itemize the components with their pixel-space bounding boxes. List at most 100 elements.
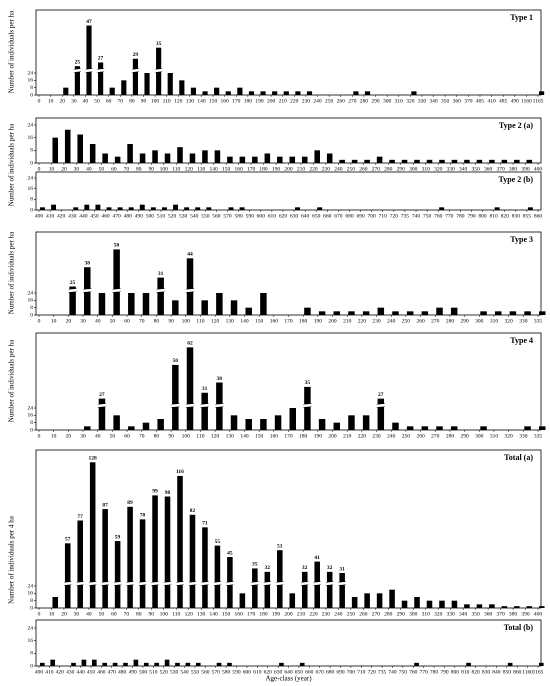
bar [128, 293, 135, 315]
x-tick-label: 190 [255, 98, 264, 104]
axis-break [376, 404, 386, 407]
y-tick-label: 0 [30, 312, 33, 318]
x-tick-label: 490 [128, 669, 137, 675]
break-mark [88, 584, 97, 586]
break-mark [138, 584, 147, 586]
x-tick-label: 310 [490, 318, 499, 324]
axis-break [63, 582, 72, 585]
bar [123, 662, 128, 666]
value-label: 78 [140, 513, 146, 519]
bar [351, 159, 358, 163]
x-tick-label: 40 [86, 611, 92, 617]
x-tick-label: 40 [86, 166, 92, 172]
bar [225, 91, 231, 95]
x-tick-label: 310 [422, 166, 431, 172]
bar [179, 80, 185, 95]
x-tick-label: 0 [38, 166, 41, 172]
bar [98, 293, 106, 315]
x-tick-label: 150 [255, 318, 264, 324]
axis-break [155, 69, 163, 72]
x-tick-label: 30 [80, 318, 86, 324]
x-tick-label: 630 [290, 213, 299, 219]
bar [353, 91, 359, 95]
bar [526, 159, 533, 163]
bar [406, 426, 414, 430]
x-tick-label: 750 [423, 213, 432, 219]
x-tick-label: 270 [372, 166, 381, 172]
value-label: 25 [75, 59, 81, 65]
y-tick-label: 24 [28, 70, 34, 76]
y-tick-label: 8 [30, 651, 33, 657]
break-mark [171, 406, 180, 408]
x-tick-label: 270 [372, 611, 381, 617]
axis-break [97, 404, 107, 407]
bar [364, 91, 371, 95]
axis-break [76, 582, 84, 585]
x-tick-label: 160 [270, 433, 279, 439]
bar [227, 156, 233, 163]
bar [237, 87, 243, 95]
x-tick-label: 170 [284, 433, 293, 439]
bar [84, 204, 90, 210]
bar [539, 91, 545, 95]
bar [539, 311, 546, 315]
x-tick-label: 240 [334, 166, 343, 172]
bar [527, 207, 533, 210]
bar [214, 87, 220, 95]
x-tick-label: 150 [255, 433, 264, 439]
axis-break [276, 582, 284, 585]
x-tick-label: 300 [475, 318, 484, 324]
bar [152, 495, 158, 608]
bar [157, 419, 164, 430]
bar [157, 277, 164, 315]
x-tick-label: 800 [451, 669, 460, 675]
x-tick-label: 400 [534, 611, 543, 617]
value-label: 51 [277, 543, 283, 549]
bar [113, 415, 120, 430]
value-label: 47 [86, 19, 92, 25]
panel-title: Type 2 (a) [499, 121, 533, 130]
y-tick-label: 16 [28, 186, 34, 192]
x-tick-label: 340 [429, 98, 438, 104]
bar [190, 87, 197, 95]
bar [154, 662, 159, 666]
bar [167, 73, 173, 95]
bar [132, 58, 139, 95]
x-tick-label: 30 [71, 98, 77, 104]
break-mark [112, 288, 121, 290]
x-tick-label: 820 [501, 213, 510, 219]
x-tick-label: 210 [297, 611, 306, 617]
x-tick-label: 480 [118, 669, 127, 675]
axis-break [101, 582, 109, 585]
x-tick-label: 290 [397, 611, 406, 617]
bar [274, 415, 282, 430]
bar [89, 462, 96, 608]
x-tick-label: 60 [106, 98, 112, 104]
bar [480, 311, 487, 315]
bar [50, 659, 56, 666]
break-mark [313, 584, 322, 586]
bar [301, 156, 308, 163]
x-tick-label: 760 [434, 213, 443, 219]
x-tick-label: 420 [57, 213, 66, 219]
break-mark [151, 581, 159, 583]
x-tick-label: 410 [46, 213, 55, 219]
break-mark [76, 584, 84, 586]
x-tick-label: 270 [431, 318, 440, 324]
x-tick-label: 140 [240, 433, 249, 439]
y-tick-label: 0 [30, 160, 33, 166]
x-tick-label: 735 [378, 669, 387, 675]
x-tick-label: 250 [347, 166, 356, 172]
bar [252, 156, 258, 163]
x-tick-label: 780 [430, 669, 439, 675]
x-tick-label: 570 [212, 669, 221, 675]
axis-break [97, 69, 105, 72]
bar [89, 144, 96, 163]
bar [514, 606, 520, 608]
value-label: 77 [77, 514, 83, 520]
x-tick-label: 130 [226, 433, 235, 439]
panel-title: Total (a) [504, 453, 533, 462]
y-axis-label: Number of individuals per ha [8, 123, 16, 206]
bar [102, 153, 108, 163]
x-tick-label: 290 [460, 318, 469, 324]
